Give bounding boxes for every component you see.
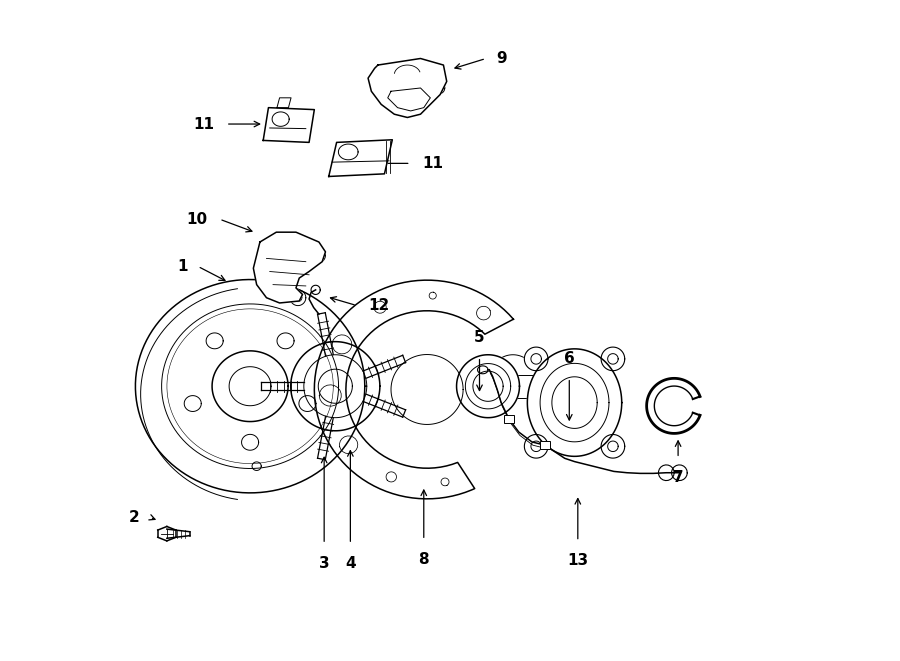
Polygon shape xyxy=(429,292,436,299)
Text: 10: 10 xyxy=(186,212,208,227)
Polygon shape xyxy=(527,349,622,456)
Polygon shape xyxy=(368,58,446,118)
Polygon shape xyxy=(263,108,314,142)
Polygon shape xyxy=(386,472,397,482)
Polygon shape xyxy=(135,280,364,493)
Polygon shape xyxy=(525,347,548,371)
Text: 2: 2 xyxy=(130,510,140,525)
Text: 13: 13 xyxy=(567,553,589,568)
Text: 4: 4 xyxy=(345,556,356,571)
Polygon shape xyxy=(456,355,519,418)
Polygon shape xyxy=(601,434,625,458)
Polygon shape xyxy=(310,247,326,263)
Text: 6: 6 xyxy=(564,351,575,366)
Polygon shape xyxy=(291,342,380,431)
Polygon shape xyxy=(320,385,341,406)
Bar xyxy=(540,442,550,449)
Polygon shape xyxy=(290,290,306,305)
Polygon shape xyxy=(332,335,352,354)
Text: 3: 3 xyxy=(319,556,329,571)
Bar xyxy=(504,415,514,423)
Polygon shape xyxy=(339,436,358,453)
Text: 1: 1 xyxy=(177,258,188,274)
Polygon shape xyxy=(391,354,464,424)
Text: 5: 5 xyxy=(474,330,485,345)
Polygon shape xyxy=(314,280,513,499)
Polygon shape xyxy=(601,347,625,371)
Text: 11: 11 xyxy=(422,156,444,171)
Polygon shape xyxy=(388,88,430,111)
Polygon shape xyxy=(478,366,488,373)
Text: 11: 11 xyxy=(193,116,214,132)
Polygon shape xyxy=(254,232,326,303)
Text: 8: 8 xyxy=(418,552,429,567)
Text: 12: 12 xyxy=(369,298,390,313)
Text: 7: 7 xyxy=(673,470,683,485)
Polygon shape xyxy=(477,306,490,320)
Polygon shape xyxy=(525,434,548,458)
Text: 9: 9 xyxy=(496,51,507,66)
Polygon shape xyxy=(552,377,598,428)
Polygon shape xyxy=(441,478,449,486)
Polygon shape xyxy=(328,139,392,176)
Polygon shape xyxy=(374,301,386,313)
